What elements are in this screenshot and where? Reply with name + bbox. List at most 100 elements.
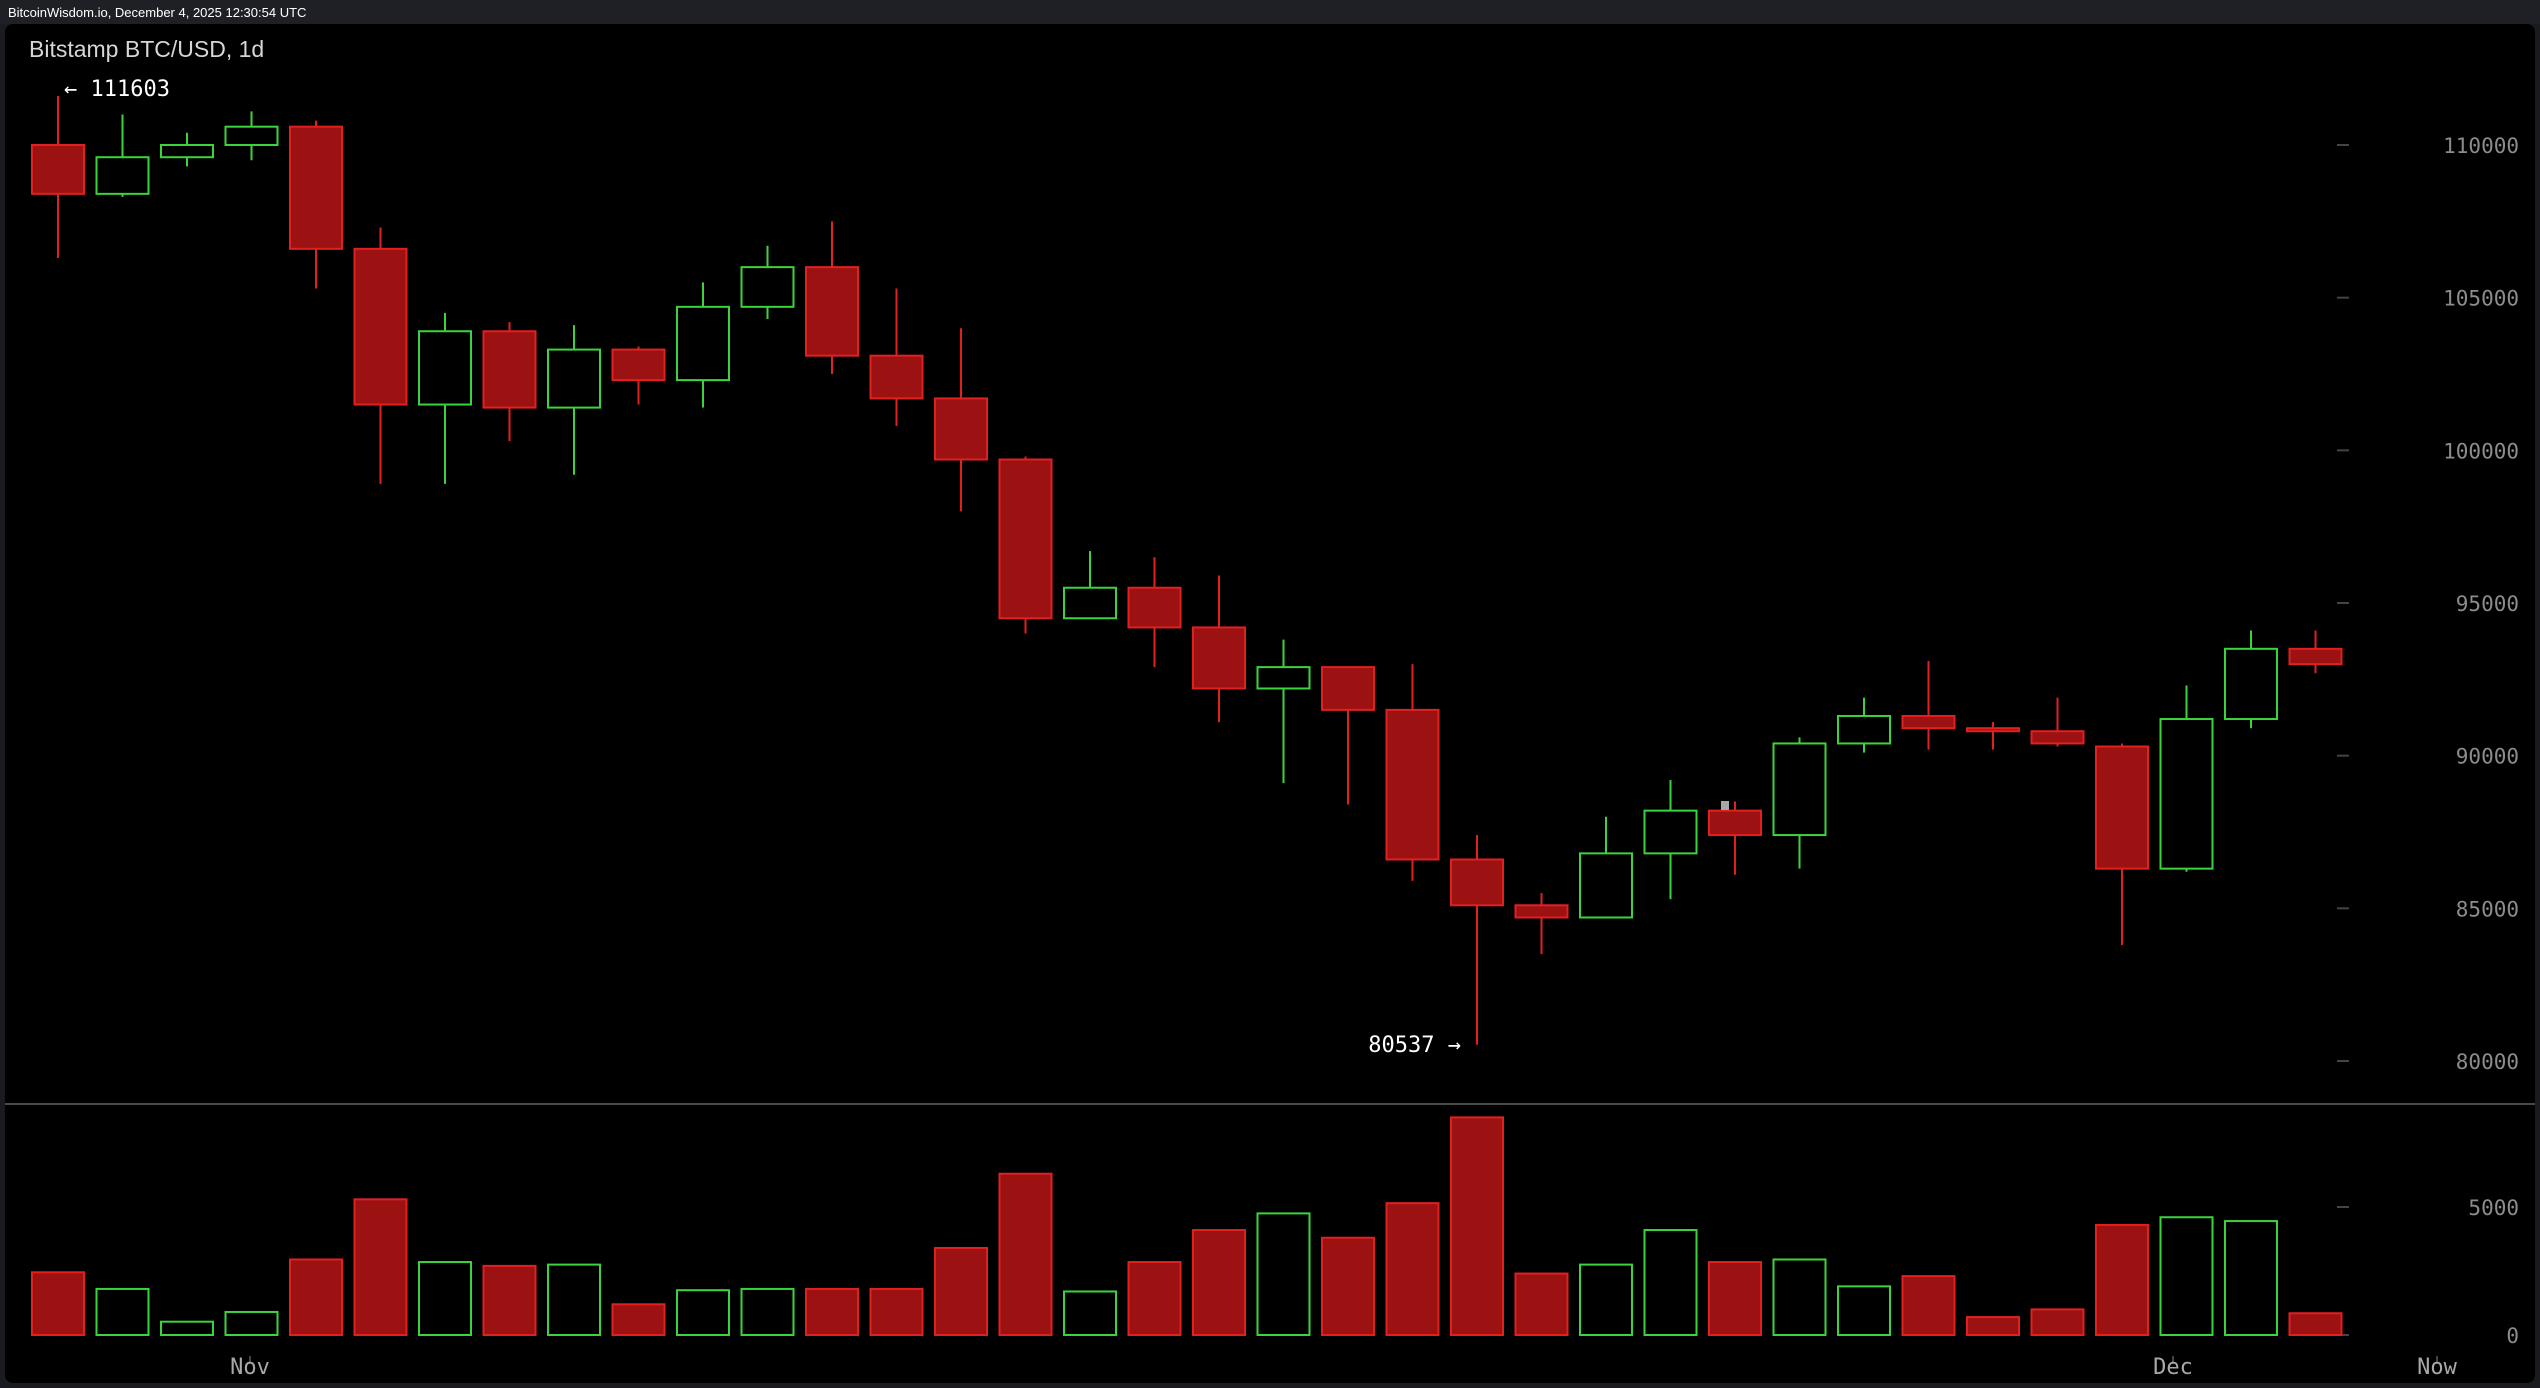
candle xyxy=(869,288,924,426)
volume-bar-down xyxy=(2030,1308,2085,1337)
volume-bar-up xyxy=(1063,1290,1117,1336)
volume-bar-down xyxy=(2288,1312,2343,1336)
candle-body-up xyxy=(1063,586,1117,620)
candle-body-down xyxy=(1514,904,1569,919)
volume-bar-up xyxy=(1256,1212,1311,1337)
high-annotation: ← 111603 xyxy=(64,77,170,102)
candle xyxy=(611,346,666,405)
candle-body-up xyxy=(95,156,150,195)
time-tick-label: Dec xyxy=(2153,1355,2193,1380)
volume-bar-up xyxy=(418,1261,472,1337)
candle xyxy=(1514,893,1569,955)
candle xyxy=(1450,835,1504,1045)
candle-body-up xyxy=(2159,718,2214,870)
candle xyxy=(289,120,343,289)
volume-bars xyxy=(31,1116,2343,1337)
candle-body-down xyxy=(1321,666,1375,711)
volume-bar-down xyxy=(1966,1316,2020,1336)
candle xyxy=(805,221,859,374)
volume-bar-down xyxy=(289,1258,343,1336)
candle xyxy=(160,132,214,167)
candle xyxy=(998,456,1053,634)
candle xyxy=(95,114,150,197)
chart-title: Bitstamp BTC/USD, 1d xyxy=(29,36,265,62)
candle-body-down xyxy=(805,266,859,357)
time-axis: Nov Dec Now xyxy=(230,1355,2457,1380)
candle xyxy=(740,245,795,320)
candle xyxy=(1708,801,1762,875)
volume-bar-down xyxy=(1514,1272,1569,1337)
candle-body-down xyxy=(1450,858,1504,907)
candle-body-up xyxy=(1643,809,1698,855)
candle xyxy=(2224,630,2278,729)
candle xyxy=(1772,737,1827,869)
volume-bar-down xyxy=(611,1303,666,1337)
price-tick-label: 95000 xyxy=(2456,592,2519,616)
price-tick-label: 105000 xyxy=(2443,287,2519,311)
price-tick-label: 100000 xyxy=(2443,439,2519,463)
time-tick-label: Nov xyxy=(230,1355,270,1380)
candle xyxy=(1256,639,1311,784)
candle xyxy=(1837,697,1891,753)
volume-bar-down xyxy=(1321,1236,1375,1336)
candle-body-up xyxy=(224,125,279,146)
volume-bar-up xyxy=(1579,1263,1633,1336)
candle-body-down xyxy=(934,397,988,461)
candle-body-up xyxy=(1772,742,1827,837)
cursor-marker xyxy=(1721,801,1729,810)
candle xyxy=(482,322,537,442)
price-tick-label: 80000 xyxy=(2456,1050,2519,1074)
volume-tick-label: 0 xyxy=(2506,1324,2519,1348)
candle-body-down xyxy=(2095,745,2149,870)
volume-bar-down xyxy=(934,1246,988,1336)
candle-body-up xyxy=(1579,852,1633,919)
candle-body-up xyxy=(2224,647,2278,721)
candle xyxy=(224,111,279,161)
candle-body-down xyxy=(611,348,666,382)
volume-bar-down xyxy=(1901,1275,1956,1336)
candle xyxy=(547,325,601,475)
volume-bar-up xyxy=(224,1310,279,1336)
volume-bar-down xyxy=(869,1287,924,1337)
volume-bar-down xyxy=(353,1198,408,1336)
candle xyxy=(353,227,408,484)
candle-body-up xyxy=(160,144,214,159)
candle xyxy=(1192,575,1246,723)
price-axis: 110000 105000 100000 95000 90000 85000 80000 xyxy=(2337,134,2519,1074)
volume-bar-down xyxy=(998,1172,1053,1336)
candle-body-down xyxy=(31,144,85,195)
candle-body-down xyxy=(1127,586,1182,629)
candle xyxy=(1385,664,1440,881)
candle-body-down xyxy=(1708,809,1762,837)
candle xyxy=(1901,661,1956,750)
candle xyxy=(2288,630,2343,674)
candle xyxy=(31,96,85,258)
volume-tick-label: 5000 xyxy=(2468,1196,2519,1220)
top-bar: BitcoinWisdom.io, December 4, 2025 12:30… xyxy=(0,0,2540,24)
price-tick-label: 110000 xyxy=(2443,134,2519,158)
candle xyxy=(1127,557,1182,668)
volume-bar-up xyxy=(1643,1229,1698,1337)
candle-body-down xyxy=(1966,727,2020,733)
volume-bar-up xyxy=(160,1320,214,1336)
candle-body-up xyxy=(740,266,795,308)
candle xyxy=(418,312,472,484)
volume-bar-up xyxy=(95,1287,150,1337)
candle xyxy=(676,282,730,408)
candle xyxy=(934,328,988,512)
candle-body-down xyxy=(2288,647,2343,666)
volume-axis: 5000 0 xyxy=(2337,1196,2519,1348)
volume-bar-down xyxy=(1385,1202,1440,1337)
candle-body-up xyxy=(1837,714,1891,745)
volume-bar-down xyxy=(1708,1261,1762,1337)
volume-bar-up xyxy=(1772,1258,1827,1336)
candle-body-down xyxy=(1192,626,1246,690)
candle-body-up xyxy=(547,348,601,409)
volume-bar-down xyxy=(805,1287,859,1337)
candle xyxy=(1579,816,1633,919)
price-tick-label: 90000 xyxy=(2456,745,2519,769)
volume-bar-up xyxy=(2159,1216,2214,1336)
volume-bar-down xyxy=(1127,1261,1182,1337)
volume-bar-down xyxy=(1192,1229,1246,1337)
candle-body-down xyxy=(353,247,408,406)
